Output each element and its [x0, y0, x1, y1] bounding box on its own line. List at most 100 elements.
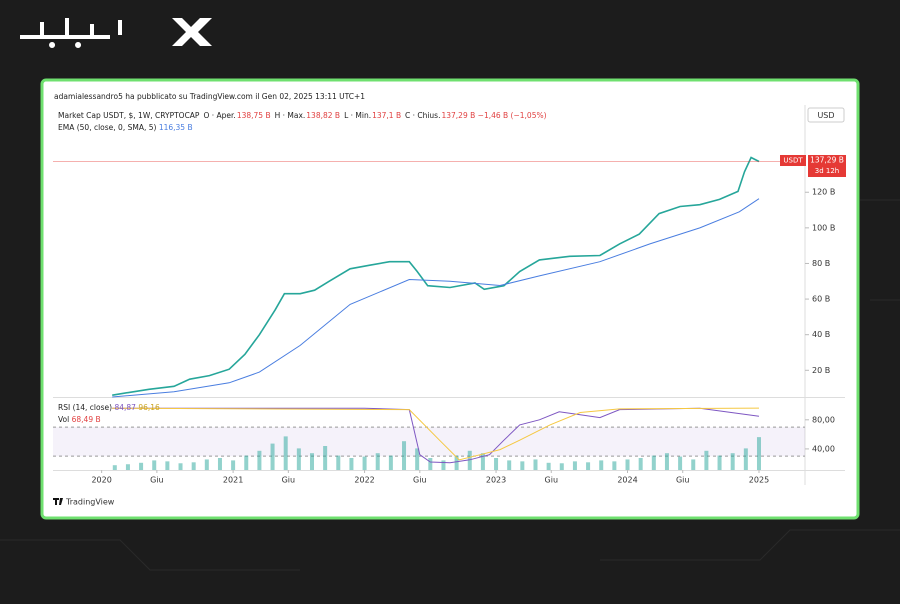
ema-legend: EMA (50, close, 0, SMA, 5) 116,35 B	[58, 123, 193, 132]
volume-bar	[507, 460, 512, 470]
ohlc-label: O · Aper.	[203, 111, 235, 120]
published-line: adamialessandro5 ha pubblicato su Tradin…	[54, 92, 365, 101]
volume-bar	[178, 463, 183, 470]
y-tick-label: 60 B	[812, 295, 830, 304]
volume-bar	[296, 448, 301, 470]
volume-bar	[244, 455, 249, 470]
ohlc-value: 138,82 B	[306, 111, 340, 120]
vol-legend: Vol 68,49 B	[58, 415, 101, 424]
volume-bar	[231, 460, 236, 470]
volume-bar	[349, 458, 354, 470]
y-tick-label: 80,00	[812, 415, 835, 424]
symbol-line: Market Cap USDT, $, 1W, CRYPTOCAP O · Ape…	[58, 111, 547, 120]
y-tick-label: 120 B	[812, 188, 835, 197]
volume-bar	[572, 461, 577, 470]
x-tick-label: Giu	[413, 476, 427, 485]
volume-bar	[388, 455, 393, 470]
volume-bar	[257, 450, 262, 470]
ohlc-value: 137,1 B	[372, 111, 401, 120]
y-tick-label: 80 B	[812, 259, 830, 268]
volume-bar	[743, 448, 748, 470]
volume-bar	[309, 453, 314, 470]
volume-bar	[270, 443, 275, 470]
countdown: 3d 12h	[815, 167, 839, 175]
volume-bar	[112, 465, 117, 470]
volume-bar	[546, 462, 551, 470]
volume-bar	[283, 436, 288, 470]
volume-bar	[125, 464, 130, 470]
rsi-ma-value: 96,16	[138, 403, 160, 412]
rsi-legend: RSI (14, close) 84,87 96,16	[58, 403, 160, 412]
volume-bar	[717, 455, 722, 470]
change: −1,46 B (−1,05%)	[478, 111, 547, 120]
rsi-band	[53, 427, 805, 457]
ohlc-label: H · Max.	[275, 111, 306, 120]
volume-bar	[533, 459, 538, 470]
volume-bar	[139, 462, 144, 470]
x-tick-label: 2021	[223, 476, 243, 485]
volume-bar	[730, 453, 735, 470]
tv-logo	[53, 498, 63, 505]
series-line	[112, 156, 760, 396]
volume-bar	[415, 448, 420, 470]
vol-value: 68,49 B	[72, 415, 101, 424]
volume-bar	[664, 453, 669, 470]
volume-bar	[678, 456, 683, 470]
ohlc-value: 138,75 B	[237, 111, 271, 120]
volume-bar	[494, 458, 499, 470]
background-circuit	[0, 199, 900, 571]
x-tick-label: 2020	[91, 476, 111, 485]
x-tick-label: Giu	[545, 476, 559, 485]
volume-bar	[586, 462, 591, 470]
volume-bar	[375, 453, 380, 470]
volume-bar	[204, 459, 209, 470]
ohlc-label: L · Min.	[344, 111, 371, 120]
footer: TradingView	[65, 498, 115, 507]
volume-bar	[428, 458, 433, 470]
volume-bar	[651, 455, 656, 470]
volume-bar	[467, 450, 472, 470]
price-box	[808, 155, 846, 177]
volume-bar	[217, 458, 222, 470]
y-tick-label: 20 B	[812, 366, 830, 375]
volume-bar	[625, 459, 630, 470]
x-tick-label: 2022	[354, 476, 374, 485]
y-tick-label: 40,00	[812, 444, 835, 453]
rsi-label: RSI (14, close)	[58, 403, 112, 412]
y-tick-label: 40 B	[812, 330, 830, 339]
volume-bar	[638, 458, 643, 470]
volume-bar	[559, 463, 564, 470]
volume-bar	[165, 461, 170, 470]
x-tick-label: 2024	[617, 476, 637, 485]
x-tick-label: Giu	[282, 476, 296, 485]
x-tick-label: Giu	[150, 476, 164, 485]
plot: 20 B 40 B 60 B 80 B 100 B 120 B 80,00 40,00 2020…	[53, 105, 845, 485]
volume-bar	[454, 455, 459, 470]
volume-bar	[362, 456, 367, 470]
x-tick-label: 2025	[749, 476, 769, 485]
series-line	[112, 198, 760, 398]
ohlc-value: 137,29 B	[441, 111, 475, 120]
x-tick-label: Giu	[676, 476, 690, 485]
volume-bar	[704, 450, 709, 470]
volume-bar	[336, 455, 341, 470]
rsi-value: 84,87	[114, 403, 136, 412]
ohlc: O · Aper.138,75 B H · Max.138,82 B L · Min…	[203, 111, 475, 120]
volume-bar	[152, 460, 157, 470]
volume-bar	[402, 441, 407, 470]
x-tick-label: 2023	[486, 476, 506, 485]
ohlc-label: C · Chius.	[405, 111, 441, 120]
volume-bar	[691, 459, 696, 470]
volume-bar	[323, 446, 328, 470]
currency[interactable]: USD	[817, 111, 834, 120]
series-line	[112, 407, 760, 461]
y-tick-label: 100 B	[812, 223, 835, 232]
currency-button[interactable]	[807, 107, 845, 123]
volume-bar	[191, 462, 196, 470]
volume-bar	[480, 453, 485, 470]
price-tag: USDT	[783, 157, 803, 165]
vol-label: Vol	[58, 415, 69, 424]
ema-label: EMA (50, close, 0, SMA, 5)	[58, 123, 156, 132]
